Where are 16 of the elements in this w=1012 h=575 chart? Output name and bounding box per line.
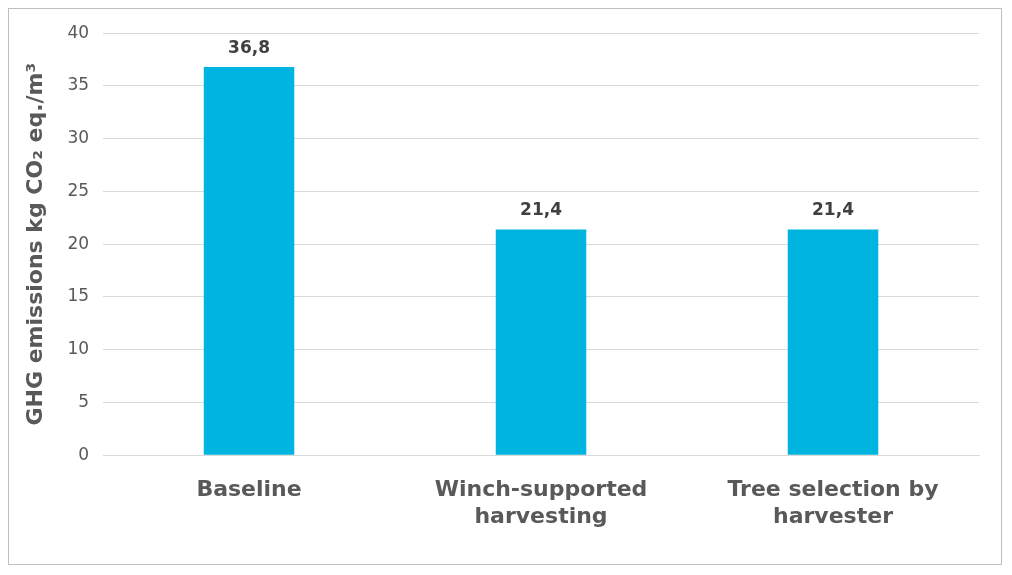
x-tick-label: Baseline [196,476,302,502]
y-tick-label: 10 [67,338,90,359]
data-label: 36,8 [228,36,270,57]
y-tick-label: 0 [78,443,90,464]
y-tick-label: 15 [67,285,90,306]
y-axis-title: GHG emissions kg CO₂ eq./m³ [21,62,47,426]
y-tick-label: 30 [67,127,90,148]
data-label: 21,4 [812,199,855,220]
y-tick-label: 40 [67,21,90,42]
x-tick-label: Winch-supported harvesting [434,476,648,528]
y-tick-label: 20 [67,232,90,253]
x-tick-label: Tree selection by harvester [727,476,939,528]
y-tick-label: 35 [67,74,90,95]
data-label: 21,4 [520,199,563,220]
y-tick-label: 5 [78,390,90,411]
y-tick-label: 25 [67,179,90,200]
